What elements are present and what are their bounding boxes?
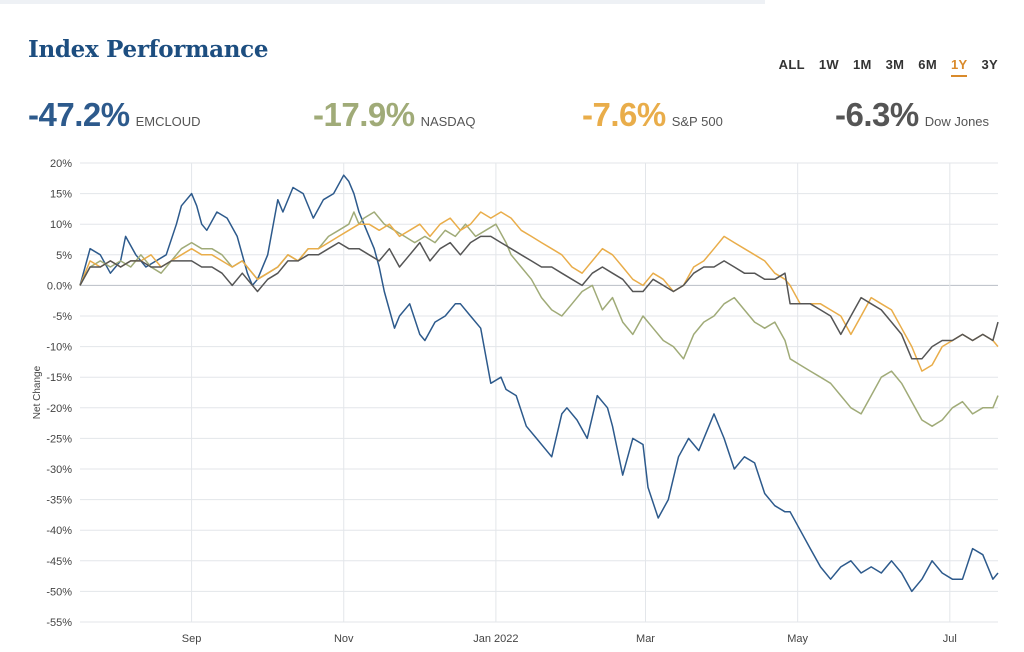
- y-tick-label: 10%: [50, 219, 72, 231]
- stat-dow-name: Dow Jones: [924, 114, 990, 129]
- performance-chart[interactable]: 20% 15% 10% 5% 0.0% -5% -10% -15% -20% -25% -30% -3…: [0, 150, 1024, 652]
- y-tick-label: 5%: [56, 250, 72, 262]
- range-1m-button[interactable]: 1M: [852, 57, 872, 72]
- stat-nasdaq-name: NASDAQ: [420, 114, 476, 129]
- y-axis-label: Net Change: [32, 365, 43, 419]
- y-tick-label: -45%: [46, 556, 72, 568]
- series-line-dow-jones: [79, 235, 999, 360]
- y-tick-label: -50%: [46, 586, 72, 598]
- y-tick-label: -15%: [46, 372, 72, 384]
- y-tick-label: -30%: [46, 464, 72, 476]
- range-selector: ALL 1W 1M 3M 6M 1Y 3Y: [779, 57, 998, 77]
- stat-dow-pct: -6.3%: [835, 96, 919, 133]
- stat-sp500-pct: -7.6%: [582, 96, 666, 133]
- series-line-emcloud: [79, 174, 999, 593]
- x-tick-label: Sep: [182, 633, 202, 645]
- range-1y-button[interactable]: 1Y: [950, 57, 968, 77]
- x-tick-label: May: [787, 633, 808, 645]
- y-tick-label: 15%: [50, 189, 72, 201]
- series-line-nasdaq: [79, 211, 999, 427]
- stat-sp500: -7.6% S&P 500: [582, 96, 723, 134]
- y-tick-label: -55%: [46, 617, 72, 629]
- x-tick-label: Jan 2022: [473, 633, 518, 645]
- range-3m-button[interactable]: 3M: [885, 57, 905, 72]
- y-tick-label: 20%: [50, 158, 72, 170]
- range-1w-button[interactable]: 1W: [818, 57, 839, 72]
- stat-sp500-name: S&P 500: [671, 114, 723, 129]
- range-all-button[interactable]: ALL: [778, 57, 805, 72]
- stat-emcloud-name: EMCLOUD: [135, 114, 201, 129]
- index-stats: -47.2% EMCLOUD -17.9% NASDAQ -7.6% S&P 5…: [28, 96, 1000, 140]
- stat-emcloud-pct: -47.2%: [28, 96, 130, 133]
- y-tick-label: -10%: [46, 342, 72, 354]
- page-title: Index Performance: [28, 36, 269, 63]
- y-tick-label: 0.0%: [47, 280, 72, 292]
- series-line-s-p-500: [79, 211, 999, 372]
- range-3y-button[interactable]: 3Y: [981, 57, 998, 72]
- x-tick-label: Jul: [943, 633, 957, 645]
- stat-dow: -6.3% Dow Jones: [835, 96, 989, 134]
- top-strip: [0, 0, 765, 4]
- stat-emcloud: -47.2% EMCLOUD: [28, 96, 201, 134]
- y-tick-label: -20%: [46, 403, 72, 415]
- y-tick-label: -40%: [46, 525, 72, 537]
- y-tick-label: -5%: [52, 311, 72, 323]
- y-tick-label: -25%: [46, 433, 72, 445]
- y-tick-label: -35%: [46, 495, 72, 507]
- stat-nasdaq: -17.9% NASDAQ: [313, 96, 475, 134]
- range-6m-button[interactable]: 6M: [918, 57, 937, 72]
- x-tick-label: Mar: [636, 633, 655, 645]
- stat-nasdaq-pct: -17.9%: [313, 96, 415, 133]
- x-tick-label: Nov: [334, 633, 354, 645]
